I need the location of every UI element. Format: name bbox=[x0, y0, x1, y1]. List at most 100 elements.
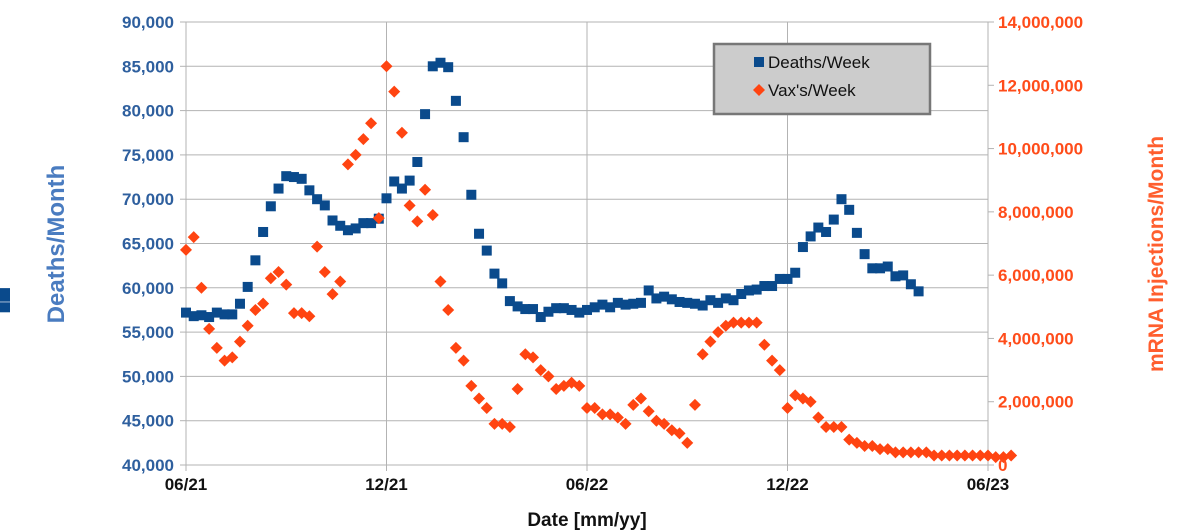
deaths-point bbox=[450, 95, 461, 106]
vax-point bbox=[272, 265, 285, 278]
deaths-point bbox=[250, 255, 261, 266]
deaths-point bbox=[651, 293, 662, 304]
vax-point bbox=[673, 427, 686, 440]
vax-point bbox=[210, 341, 223, 354]
right-tick-label: 4,000,000 bbox=[998, 329, 1074, 348]
deaths-point bbox=[342, 225, 353, 236]
deaths-point bbox=[273, 183, 284, 194]
vax-point bbox=[658, 417, 671, 430]
deaths-point bbox=[427, 61, 438, 72]
deaths-point bbox=[813, 222, 824, 233]
vax-point bbox=[411, 215, 424, 228]
deaths-point bbox=[898, 270, 909, 281]
deaths-point bbox=[913, 286, 924, 297]
vax-point bbox=[365, 117, 378, 130]
vax-point bbox=[357, 133, 370, 146]
vax-point bbox=[742, 316, 755, 329]
deaths-point bbox=[350, 223, 361, 234]
deaths-point bbox=[867, 263, 878, 274]
vax-point bbox=[835, 421, 848, 434]
vax-point bbox=[758, 338, 771, 351]
left-tick-label: 55,000 bbox=[122, 323, 174, 342]
vax-point bbox=[958, 449, 971, 462]
vax-point bbox=[334, 275, 347, 288]
deaths-point bbox=[497, 278, 508, 289]
vax-point bbox=[480, 402, 493, 415]
vax-point bbox=[642, 405, 655, 418]
deaths-point bbox=[790, 267, 801, 278]
deaths-point bbox=[713, 297, 724, 308]
vax-point bbox=[488, 417, 501, 430]
vax-point bbox=[704, 335, 717, 348]
vax-point bbox=[449, 341, 462, 354]
vax-point bbox=[372, 212, 385, 225]
left-tick-label: 65,000 bbox=[122, 235, 174, 254]
vax-point bbox=[889, 446, 902, 459]
vax-point bbox=[951, 449, 964, 462]
legend-marker-deaths bbox=[754, 57, 764, 67]
vax-point bbox=[581, 402, 593, 415]
vax-point bbox=[465, 379, 478, 392]
left-tick-label: 45,000 bbox=[122, 412, 174, 431]
vax-point bbox=[434, 275, 447, 288]
deaths-point bbox=[666, 294, 677, 305]
deaths-point bbox=[728, 295, 739, 306]
deaths-point bbox=[705, 295, 716, 306]
deaths-point bbox=[296, 173, 307, 184]
deaths-point bbox=[905, 279, 916, 290]
deaths-point bbox=[821, 226, 832, 237]
left-tick-label: 70,000 bbox=[122, 190, 174, 209]
deaths-point bbox=[697, 300, 708, 311]
vax-point bbox=[611, 411, 624, 424]
legend-label-deaths: Deaths/Week bbox=[768, 53, 870, 72]
deaths-point bbox=[875, 263, 886, 274]
deaths-point bbox=[435, 57, 446, 68]
deaths-point bbox=[589, 302, 600, 313]
deaths-point bbox=[543, 306, 554, 317]
deaths-point bbox=[281, 171, 292, 182]
deaths-point bbox=[774, 273, 785, 284]
vax-point bbox=[473, 392, 486, 405]
deaths-point bbox=[489, 268, 500, 279]
deaths-point bbox=[188, 311, 199, 322]
deaths-point bbox=[504, 296, 515, 307]
deaths-point bbox=[643, 285, 654, 296]
right-tick-label: 12,000,000 bbox=[998, 76, 1083, 95]
vax-point bbox=[318, 265, 331, 278]
left-tick-label: 50,000 bbox=[122, 367, 174, 386]
deaths-point bbox=[612, 297, 623, 308]
right-tick-label: 6,000,000 bbox=[998, 266, 1074, 285]
vax-point bbox=[226, 351, 239, 364]
deaths-point bbox=[805, 231, 816, 242]
vax-point bbox=[827, 421, 840, 434]
deaths-point bbox=[412, 156, 423, 167]
vax-point bbox=[527, 351, 540, 364]
deaths-point bbox=[389, 176, 400, 187]
vax-point bbox=[503, 421, 516, 434]
vax-point bbox=[180, 243, 192, 256]
deaths-point bbox=[327, 215, 338, 226]
vax-point bbox=[287, 307, 300, 320]
vax-point bbox=[534, 364, 547, 377]
deaths-point bbox=[759, 281, 770, 292]
deaths-point bbox=[520, 304, 531, 315]
series-deaths-per-week bbox=[0, 57, 924, 323]
vax-point bbox=[897, 446, 910, 459]
left-tick-label: 60,000 bbox=[122, 279, 174, 298]
x-tick-label: 06/23 bbox=[967, 475, 1010, 494]
x-tick-label: 06/21 bbox=[165, 475, 208, 494]
vax-point bbox=[943, 449, 956, 462]
vax-point bbox=[426, 209, 439, 222]
vax-point bbox=[820, 421, 833, 434]
right-tick-label: 0 bbox=[998, 456, 1007, 475]
vax-point bbox=[311, 240, 324, 253]
deaths-point bbox=[635, 297, 646, 308]
deaths-point bbox=[535, 312, 546, 323]
deaths-point bbox=[674, 296, 685, 307]
vax-point bbox=[974, 449, 987, 462]
x-tick-label: 06/22 bbox=[566, 475, 609, 494]
deaths-point bbox=[258, 226, 269, 237]
deaths-point bbox=[234, 298, 245, 309]
